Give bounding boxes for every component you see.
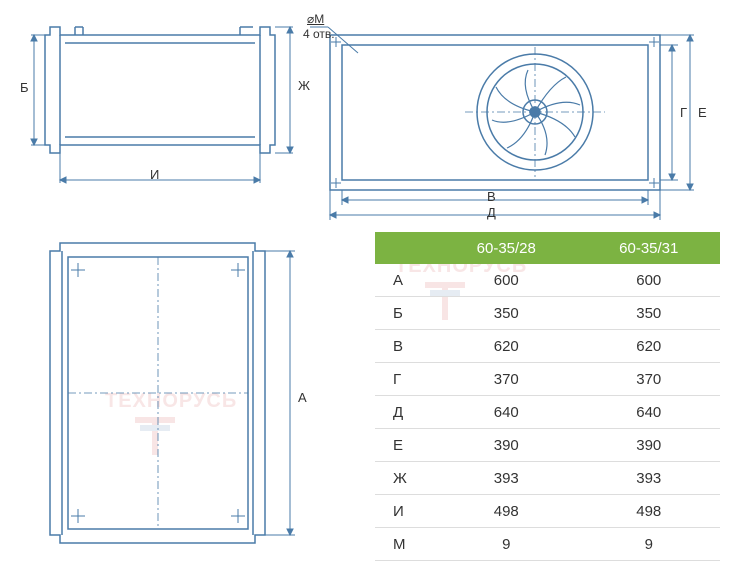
row-val: 498 (578, 503, 721, 520)
dim-label-d: Д (487, 205, 496, 220)
row-label: М (375, 536, 435, 553)
row-val: 498 (435, 503, 578, 520)
row-label: И (375, 503, 435, 520)
row-val: 600 (578, 272, 721, 289)
row-val: 390 (578, 437, 721, 454)
row-val: 640 (578, 404, 721, 421)
note-diameter: ⌀М (307, 12, 324, 26)
top-view-drawing (40, 235, 330, 565)
dim-label-v: В (487, 189, 496, 204)
table-row: Д640640 (375, 396, 720, 429)
dim-label-i: И (150, 167, 159, 182)
table-header: 60-35/28 60-35/31 (375, 232, 720, 264)
page: ТЕХНОРУСЬ ТЕХНОРУСЬ (0, 0, 730, 567)
table-row: М99 (375, 528, 720, 561)
row-label: В (375, 338, 435, 355)
row-label: А (375, 272, 435, 289)
dim-label-e: Е (698, 105, 707, 120)
row-val: 620 (435, 338, 578, 355)
front-view-drawing (310, 15, 710, 225)
table-row: А600600 (375, 264, 720, 297)
row-label: Ж (375, 470, 435, 487)
side-view-drawing (25, 15, 305, 205)
row-val: 370 (435, 371, 578, 388)
row-val: 9 (435, 536, 578, 553)
row-val: 393 (435, 470, 578, 487)
row-label: Б (375, 305, 435, 322)
dimensions-table: 60-35/28 60-35/31 А600600 Б350350 В62062… (375, 232, 720, 561)
dim-label-zh: Ж (298, 78, 310, 93)
row-label: Д (375, 404, 435, 421)
row-val: 370 (578, 371, 721, 388)
table-row: В620620 (375, 330, 720, 363)
table-row: И498498 (375, 495, 720, 528)
note-holes: 4 отв. (303, 27, 335, 41)
row-val: 620 (578, 338, 721, 355)
row-label: Г (375, 371, 435, 388)
table-row: Е390390 (375, 429, 720, 462)
row-val: 393 (578, 470, 721, 487)
row-val: 390 (435, 437, 578, 454)
dim-label-a: А (298, 390, 307, 405)
row-val: 350 (435, 305, 578, 322)
row-val: 600 (435, 272, 578, 289)
table-header-col2: 60-35/31 (578, 240, 721, 257)
table-row: Ж393393 (375, 462, 720, 495)
row-label: Е (375, 437, 435, 454)
table-row: Г370370 (375, 363, 720, 396)
row-val: 9 (578, 536, 721, 553)
dim-label-g: Г (680, 105, 687, 120)
table-row: Б350350 (375, 297, 720, 330)
table-header-col1: 60-35/28 (435, 240, 578, 257)
row-val: 640 (435, 404, 578, 421)
row-val: 350 (578, 305, 721, 322)
dim-label-b: Б (20, 80, 29, 95)
